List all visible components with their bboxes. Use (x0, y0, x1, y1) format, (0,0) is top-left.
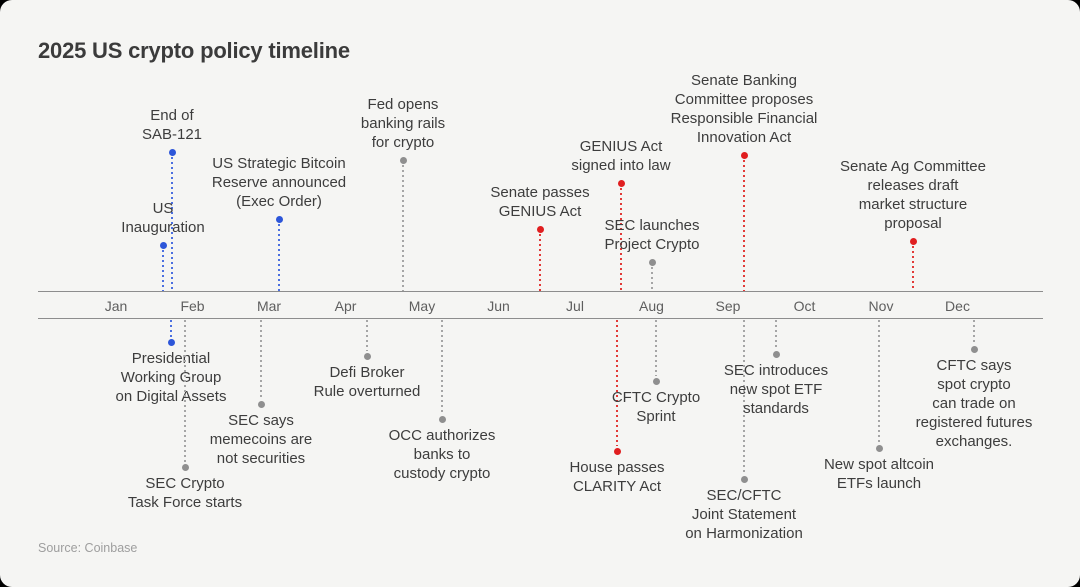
axis-bottom-rule (38, 318, 1043, 319)
event-label: End of SAB-121 (141, 107, 203, 143)
axis-top-rule (38, 291, 1043, 292)
event-leader-line (620, 188, 622, 291)
event-leader-line (366, 319, 368, 351)
axis-month-label: Mar (256, 298, 282, 314)
event-dot (181, 463, 189, 471)
event-dot (257, 400, 265, 408)
event-label: GENIUS Act signed into law (571, 138, 671, 174)
event-leader-line (170, 319, 172, 337)
event-label: US Strategic Bitcoin Reserve announced (… (211, 155, 347, 210)
event-label: SEC/CFTC Joint Statement on Harmonizatio… (685, 487, 803, 542)
event-label: SEC Crypto Task Force starts (127, 475, 243, 511)
event-leader-line (651, 267, 653, 291)
source-caption: Source: Coinbase (38, 541, 138, 555)
event-label: SEC launches Project Crypto (604, 217, 700, 253)
event-leader-line (260, 319, 262, 399)
axis-month-label: Sep (715, 298, 741, 314)
axis-month-label: Jul (566, 298, 584, 314)
event-dot (399, 156, 407, 164)
event-dot (159, 241, 167, 249)
event-label: SEC introduces new spot ETF standards (723, 362, 829, 417)
axis-month-label: Nov (868, 298, 894, 314)
event-leader-line (539, 234, 541, 291)
event-label: US Inauguration (121, 200, 205, 236)
event-leader-line (878, 319, 880, 443)
event-label: Presidential Working Group on Digital As… (115, 350, 227, 405)
event-label: CFTC says spot crypto can trade on regis… (915, 357, 1033, 450)
event-dot (536, 225, 544, 233)
axis-month-label: Feb (180, 298, 205, 314)
axis-month-label: May (408, 298, 436, 314)
event-label: SEC says memecoins are not securities (209, 412, 313, 467)
event-label: CFTC Crypto Sprint (611, 389, 701, 425)
event-leader-line (743, 160, 745, 291)
event-dot (740, 151, 748, 159)
axis-month-label: Aug (639, 298, 664, 314)
event-label: Senate passes GENIUS Act (490, 184, 590, 220)
event-leader-line (441, 319, 443, 414)
event-label: Fed opens banking rails for crypto (360, 96, 446, 151)
event-leader-line (278, 224, 280, 291)
event-label: OCC authorizes banks to custody crypto (388, 427, 496, 482)
event-dot (740, 475, 748, 483)
event-dot (275, 215, 283, 223)
event-leader-line (655, 319, 657, 376)
event-leader-line (402, 165, 404, 291)
event-dot (613, 447, 621, 455)
event-dot (772, 350, 780, 358)
event-dot (970, 345, 978, 353)
axis-month-label: Dec (945, 298, 970, 314)
event-dot (167, 338, 175, 346)
chart-title: 2025 US crypto policy timeline (38, 38, 350, 63)
event-dot (648, 258, 656, 266)
event-leader-line (171, 157, 173, 291)
axis-month-label: Apr (334, 298, 357, 314)
event-dot (617, 179, 625, 187)
axis-month-label: Oct (793, 298, 816, 314)
event-label: Senate Banking Committee proposes Respon… (670, 72, 818, 146)
event-leader-line (973, 319, 975, 344)
event-dot (652, 377, 660, 385)
event-dot (168, 148, 176, 156)
event-leader-line (743, 319, 745, 474)
event-label: Defi Broker Rule overturned (313, 364, 421, 400)
event-leader-line (162, 250, 164, 291)
axis-month-label: Jan (104, 298, 128, 314)
event-leader-line (616, 319, 618, 446)
event-leader-line (912, 246, 914, 291)
event-leader-line (775, 319, 777, 349)
axis-month-label: Jun (487, 298, 510, 314)
event-dot (875, 444, 883, 452)
event-label: Senate Ag Committee releases draft marke… (840, 158, 986, 232)
event-dot (363, 352, 371, 360)
event-dot (909, 237, 917, 245)
event-label: House passes CLARITY Act (569, 459, 665, 495)
event-leader-line (184, 319, 186, 462)
event-dot (438, 415, 446, 423)
event-label: New spot altcoin ETFs launch (823, 456, 935, 492)
